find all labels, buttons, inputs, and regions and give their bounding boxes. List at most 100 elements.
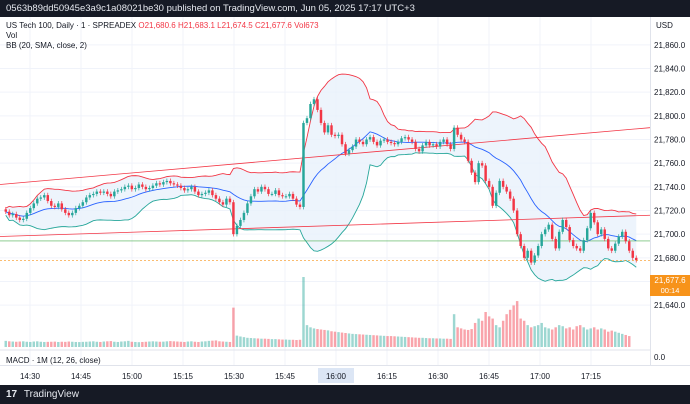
candle-body <box>221 202 225 205</box>
candle-body <box>4 209 7 212</box>
title-text: 0563b89dd50945e3a9c1a08021be30 published… <box>6 3 415 14</box>
chart-area[interactable]: US Tech 100, Daily · 1 · SPREADEX O21,68… <box>0 17 650 365</box>
candle-body <box>603 229 606 239</box>
candle-body <box>46 195 50 202</box>
volume-bar <box>211 340 214 347</box>
candle-body <box>274 190 277 194</box>
candle-body <box>480 163 484 166</box>
candle-body <box>190 186 193 190</box>
candle-body <box>379 140 382 146</box>
price-tick-label: 21,840.0 <box>654 65 686 74</box>
candle-body <box>515 210 519 235</box>
volume-bar <box>424 338 428 347</box>
volume-bar <box>561 326 564 347</box>
time-tick-label: 16:00 <box>326 372 347 381</box>
volume-bar <box>99 341 102 347</box>
candle-body <box>326 125 330 133</box>
volume-bar <box>127 340 130 347</box>
volume-bar <box>445 338 449 347</box>
volume-bar <box>585 329 589 347</box>
volume-bar <box>365 334 368 347</box>
candle-body <box>484 165 487 181</box>
candle-body <box>351 146 354 151</box>
candle-body <box>193 186 197 192</box>
volume-bar <box>102 341 106 347</box>
volume-bar <box>239 336 242 347</box>
volume-bar <box>452 314 456 347</box>
volume-bar <box>386 336 389 347</box>
candle-body <box>291 193 295 199</box>
candle-body <box>568 227 571 241</box>
candle-body <box>554 238 557 249</box>
volume-bar <box>578 325 582 347</box>
title-bar: 0563b89dd50945e3a9c1a08021be30 published… <box>0 0 690 17</box>
volume-bar <box>403 336 407 347</box>
time-tick-label: 14:45 <box>71 372 92 381</box>
candle-body <box>106 191 109 194</box>
volume-bar <box>274 339 277 347</box>
price-tick-label: 21,640.0 <box>654 301 686 310</box>
candle-body <box>571 240 575 246</box>
candle-body <box>386 139 389 142</box>
volume-bar <box>449 338 452 347</box>
volume-bar <box>270 339 274 347</box>
volume-bar <box>144 341 148 347</box>
candle-body <box>337 134 340 136</box>
candle-body <box>365 139 368 145</box>
candle-body <box>421 145 424 152</box>
time-ticks: 14:30 14:45 15:00 15:15 15:30 15:45 16:00 16:15… <box>20 368 602 383</box>
price-tick-label: 21,740.0 <box>654 183 686 192</box>
volume-bar <box>312 328 316 347</box>
price-chart[interactable] <box>0 17 650 365</box>
candle-body <box>407 137 410 140</box>
candle-body <box>596 222 599 235</box>
volume-bar <box>607 331 610 347</box>
candle-body <box>50 201 53 206</box>
volume-bar <box>214 340 218 347</box>
candle-body <box>456 127 459 135</box>
candle-body <box>589 212 592 229</box>
volume-bar <box>263 338 267 347</box>
candle-body <box>158 183 162 185</box>
candle-body <box>74 208 78 213</box>
time-highlight <box>318 368 354 383</box>
volume-bar <box>589 328 592 347</box>
price-ticks: 21,860.0 21,840.0 21,820.0 21,800.0 21,780.0… <box>654 41 686 362</box>
volume-bar <box>543 327 547 347</box>
volume-bar <box>428 338 431 347</box>
legend-high: H21,683.1 <box>177 21 215 30</box>
candle-body <box>162 182 165 185</box>
bollinger-upper-line <box>5 73 637 217</box>
price-tick-label: 21,820.0 <box>654 88 686 97</box>
candle-body <box>18 217 21 220</box>
volume-bar <box>207 340 211 347</box>
volume-bar <box>15 341 18 347</box>
candle-body <box>473 172 477 183</box>
time-tick-label: 17:00 <box>530 372 551 381</box>
volume-bar <box>396 336 400 347</box>
volume-bar <box>466 329 470 347</box>
candle-body <box>214 195 218 199</box>
candle-body <box>36 198 39 204</box>
candle-body <box>522 246 526 258</box>
candle-body <box>508 191 512 199</box>
time-tick-label: 17:15 <box>581 372 602 381</box>
price-axis[interactable]: USD 21,860.0 21,840.0 21,820.0 21,800.0 21,7… <box>650 17 690 365</box>
candle-body <box>578 248 582 251</box>
volume-bar <box>624 334 627 347</box>
bollinger-lower-line <box>5 152 637 282</box>
volume-bar <box>400 336 403 347</box>
candle-body <box>358 139 361 142</box>
volume-bar <box>603 329 606 347</box>
candle-body <box>295 198 298 205</box>
candle-body <box>417 148 421 152</box>
volume-bar <box>571 329 575 347</box>
volume-bar <box>46 341 50 347</box>
candle-body <box>375 141 379 146</box>
candle-body <box>85 197 88 203</box>
candle-body <box>452 127 456 149</box>
time-axis[interactable]: 14:30 14:45 15:00 15:15 15:30 15:45 16:00 16:15… <box>0 365 690 386</box>
candle-body <box>81 202 85 206</box>
volume-bar <box>512 305 515 347</box>
candle-body <box>148 188 151 190</box>
